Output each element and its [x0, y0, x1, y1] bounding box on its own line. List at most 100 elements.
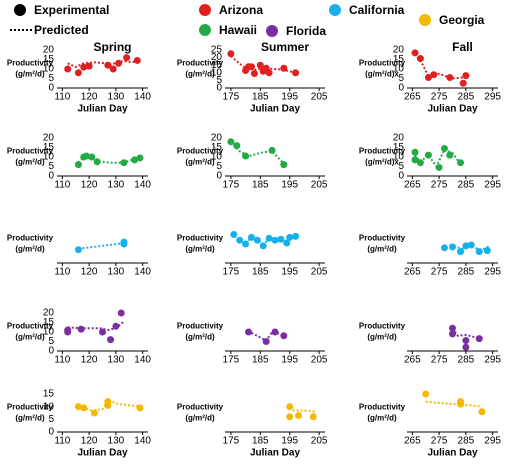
data-point: [247, 233, 255, 241]
data-point: [256, 61, 264, 69]
y-axis-label: Productivity: [7, 147, 54, 156]
data-point: [462, 337, 470, 345]
data-point: [80, 404, 88, 412]
data-point: [99, 328, 106, 336]
data-point: [136, 404, 144, 412]
y-tick-label: 10: [43, 64, 55, 75]
y-axis-label: (g/m²/d): [185, 158, 215, 167]
data-point: [457, 400, 465, 408]
data-point: [449, 324, 456, 332]
y-axis-label: Productivity: [359, 234, 406, 243]
x-tick-label: 130: [108, 180, 125, 191]
y-axis-label: Productivity: [359, 322, 406, 331]
data-point: [271, 236, 279, 244]
y-tick-label: 10: [393, 152, 405, 163]
y-axis-label: (g/m²/d): [367, 245, 397, 254]
y-tick-label: 25: [211, 45, 223, 56]
data-point: [424, 151, 432, 159]
data-point: [462, 242, 470, 250]
x-tick-label: 295: [484, 267, 501, 278]
data-point: [435, 163, 443, 171]
data-point: [74, 161, 82, 169]
data-point: [115, 59, 123, 67]
data-point: [475, 248, 483, 256]
panel-title: Spring: [94, 40, 132, 54]
data-point: [411, 148, 419, 156]
y-axis-label: Productivity: [7, 234, 54, 243]
data-point: [259, 242, 267, 250]
y-axis-label: Productivity: [177, 403, 224, 412]
y-tick-label: 20: [211, 133, 223, 144]
y-tick-label: 0: [48, 171, 54, 182]
y-tick-label: 0: [398, 171, 404, 182]
x-tick-label: 195: [281, 180, 298, 191]
data-point: [265, 234, 273, 242]
x-tick-label: 265: [404, 267, 421, 278]
x-axis-label: Julian Day: [427, 104, 477, 115]
data-point: [416, 55, 424, 63]
y-axis-label: (g/m²/d): [185, 70, 215, 79]
x-tick-label: 130: [108, 355, 125, 366]
panel-title: Summer: [261, 40, 309, 54]
data-point: [292, 69, 300, 77]
y-tick-label: 5: [398, 161, 404, 172]
data-point: [268, 146, 276, 154]
data-point: [449, 243, 456, 251]
legend-label: Hawaii: [219, 23, 257, 37]
x-tick-label: 175: [223, 355, 240, 366]
legend-marker: [199, 4, 211, 16]
x-axis-label: Julian Day: [250, 448, 300, 459]
y-tick-label: 5: [48, 161, 54, 172]
data-point: [440, 244, 448, 252]
y-tick-label: 5: [216, 161, 222, 172]
data-point: [467, 241, 475, 249]
y-axis-label: Productivity: [177, 322, 224, 331]
y-tick-label: 15: [393, 54, 405, 65]
legend-marker: [199, 24, 211, 36]
y-axis-label: (g/m²/d): [15, 414, 45, 423]
x-tick-label: 265: [404, 355, 421, 366]
data-point: [242, 152, 250, 160]
y-tick-label: 20: [43, 308, 55, 319]
x-tick-label: 195: [281, 267, 298, 278]
data-point: [280, 64, 288, 72]
y-tick-label: 20: [393, 45, 405, 56]
x-tick-label: 265: [404, 92, 421, 103]
y-axis-label: Productivity: [7, 322, 54, 331]
data-point: [253, 236, 261, 244]
data-point: [77, 325, 85, 333]
data-point: [292, 232, 300, 240]
predicted-line: [425, 400, 483, 408]
x-tick-label: 185: [252, 355, 269, 366]
data-point: [74, 69, 82, 77]
y-axis-label: Productivity: [177, 234, 224, 243]
data-point: [80, 63, 88, 71]
data-point: [411, 49, 419, 57]
data-point: [64, 65, 72, 73]
y-tick-label: 0: [398, 83, 404, 94]
y-tick-label: 15: [43, 54, 55, 65]
x-tick-label: 140: [134, 436, 151, 447]
data-point: [283, 239, 291, 247]
data-point: [74, 403, 82, 411]
y-axis-label: Productivity: [359, 147, 406, 156]
data-point: [475, 335, 483, 343]
x-tick-label: 110: [54, 355, 70, 366]
y-tick-label: 10: [211, 67, 223, 78]
data-point: [120, 238, 128, 246]
data-point: [242, 240, 250, 248]
data-point: [117, 309, 125, 317]
legend-label: California: [349, 3, 405, 17]
predicted-line: [230, 141, 285, 165]
x-axis-label: Julian Day: [77, 448, 127, 459]
data-point: [107, 336, 115, 344]
data-point: [104, 398, 112, 406]
x-tick-label: 195: [281, 436, 298, 447]
data-point: [457, 248, 465, 256]
data-point: [483, 247, 491, 255]
data-point: [233, 142, 241, 150]
panel-title: Fall: [452, 40, 473, 54]
y-tick-label: 15: [393, 142, 405, 153]
y-axis-label: Productivity: [177, 59, 224, 68]
